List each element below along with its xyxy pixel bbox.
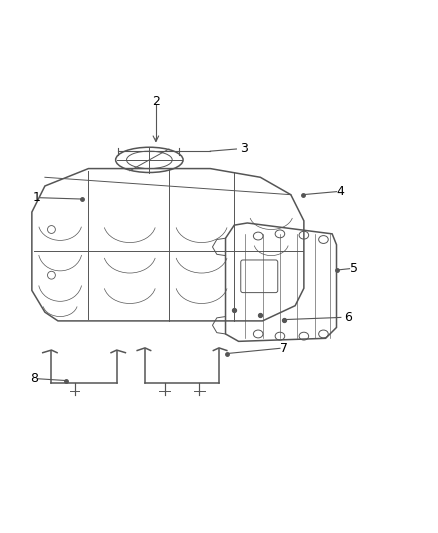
Text: 7: 7 (280, 342, 288, 355)
Text: 2: 2 (152, 95, 160, 109)
Text: 6: 6 (344, 311, 352, 324)
Text: 8: 8 (30, 372, 39, 385)
Text: 4: 4 (336, 185, 344, 198)
Text: 3: 3 (240, 142, 248, 156)
Text: 1: 1 (33, 191, 41, 204)
Text: 5: 5 (350, 262, 357, 275)
